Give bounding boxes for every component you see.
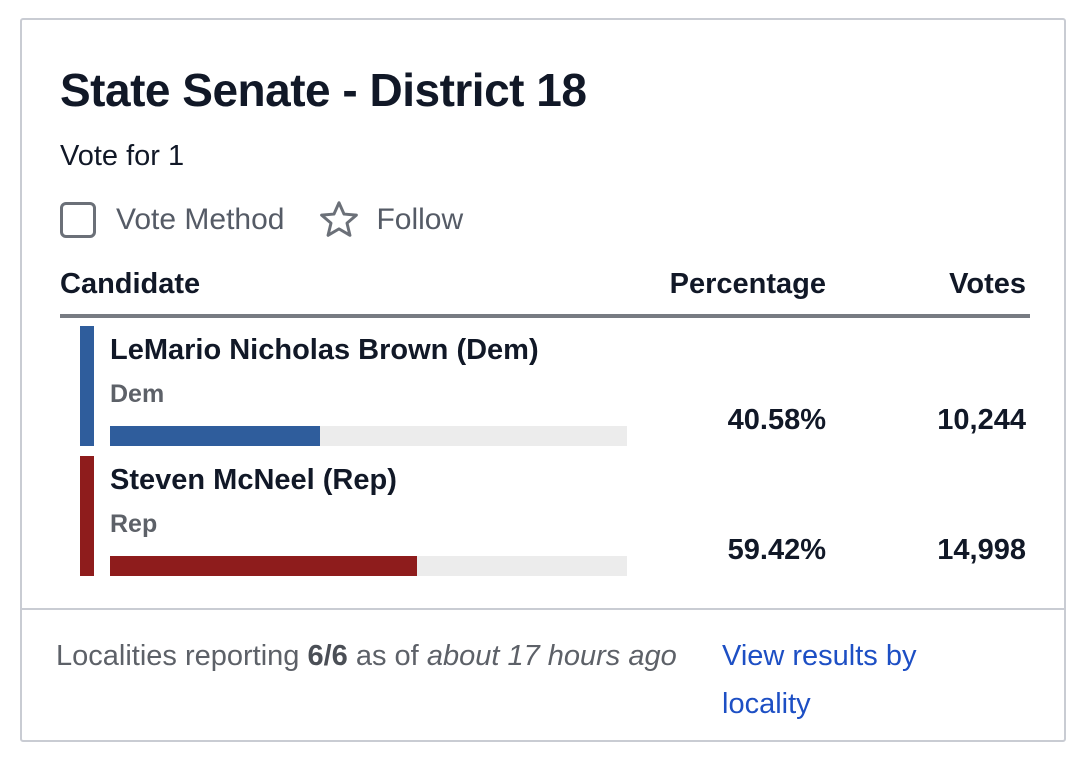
vote-for-label: Vote for 1 — [60, 140, 185, 172]
candidate-name: LeMario Nicholas Brown (Dem) — [110, 334, 539, 366]
vote-method-label: Vote Method — [116, 203, 285, 236]
candidate-percentage: 40.58% — [727, 404, 826, 436]
candidate-name: Steven McNeel (Rep) — [110, 464, 397, 496]
vote-share-bar — [110, 426, 627, 446]
candidate-votes: 10,244 — [937, 404, 1026, 436]
candidate-votes: 14,998 — [937, 534, 1026, 566]
column-header-candidate: Candidate — [60, 268, 201, 300]
reporting-status: Localities reporting 6/6 as of about 17 … — [56, 632, 706, 680]
race-title: State Senate - District 18 — [60, 64, 587, 116]
candidate-row: LeMario Nicholas Brown (Dem) Dem 40.58% … — [60, 326, 1030, 446]
vote-share-bar — [110, 556, 627, 576]
race-footer: Localities reporting 6/6 as of about 17 … — [22, 608, 1064, 742]
candidate-row: Steven McNeel (Rep) Rep 59.42% 14,998 — [60, 456, 1030, 576]
results-table-header: Candidate Percentage Votes — [60, 264, 1030, 318]
star-icon — [318, 200, 360, 240]
candidate-percentage: 59.42% — [727, 534, 826, 566]
column-header-votes: Votes — [949, 268, 1026, 300]
race-actions: Vote Method Follow — [60, 198, 497, 242]
reporting-time: about 17 hours ago — [426, 640, 677, 672]
checkbox-icon[interactable] — [60, 202, 96, 238]
results-table: Candidate Percentage Votes LeMario Nicho… — [60, 264, 1030, 576]
race-card: State Senate - District 18 Vote for 1 Vo… — [20, 18, 1066, 742]
party-color-stripe — [80, 326, 94, 446]
candidate-party: Dem — [110, 380, 165, 408]
vote-share-bar-fill — [110, 426, 320, 446]
reporting-count: 6/6 — [307, 640, 348, 672]
vote-share-bar-fill — [110, 556, 418, 576]
reporting-prefix: Localities reporting — [56, 640, 308, 672]
column-header-percentage: Percentage — [669, 268, 826, 300]
party-color-stripe — [80, 456, 94, 576]
follow-button[interactable]: Follow — [318, 200, 463, 240]
vote-method-toggle[interactable]: Vote Method — [60, 202, 284, 238]
reporting-mid: as of — [347, 640, 427, 672]
follow-label: Follow — [376, 203, 464, 236]
candidate-party: Rep — [110, 510, 158, 538]
view-results-by-locality-link[interactable]: View results by locality — [722, 640, 917, 720]
